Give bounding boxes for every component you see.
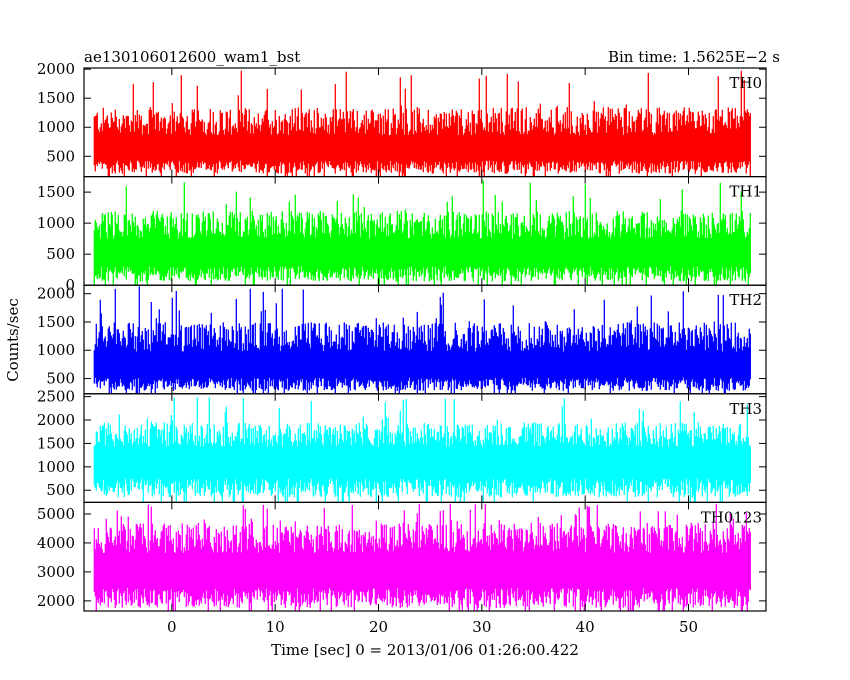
panel-th1: 0 500 1000 1500 TH1 <box>37 176 767 294</box>
panel-label-th2: TH2 <box>729 291 762 309</box>
y-tick-label: 500 <box>46 370 75 388</box>
chart-title-left: ae130106012600_wam1_bst <box>84 48 300 66</box>
panel-th3: 500 1000 1500 2000 2500 TH3 <box>37 388 767 503</box>
panel-label-th0123: TH0123 <box>701 508 762 526</box>
series-th3 <box>93 397 751 503</box>
y-tick-label: 500 <box>46 481 75 499</box>
y-tick-label: 1500 <box>37 313 75 331</box>
series-th2 <box>93 286 751 394</box>
panel-th2: 500 1000 1500 2000 TH2 <box>37 284 767 395</box>
panels-group: 500 1000 1500 2000 TH0 0 500 1000 1500 TH1 500 1000… <box>37 60 767 612</box>
x-tick-label: 40 <box>576 618 595 636</box>
x-axis: 0 10 20 30 40 50 <box>167 618 698 636</box>
panel-frame <box>83 501 767 612</box>
y-tick-label: 5000 <box>37 505 75 523</box>
y-tick-label: 1500 <box>37 183 75 201</box>
x-tick-label: 10 <box>266 618 285 636</box>
panel-label-th0: TH0 <box>729 74 762 92</box>
panel-label-th3: TH3 <box>729 400 762 418</box>
x-tick-label: 0 <box>167 618 177 636</box>
y-tick-label: 1500 <box>37 89 75 107</box>
y-tick-label: 2000 <box>37 285 75 303</box>
y-tick-label: 2500 <box>37 388 75 406</box>
y-tick-label: 2000 <box>37 411 75 429</box>
y-tick-label: 1000 <box>37 458 75 476</box>
y-tick-label: 500 <box>46 147 75 165</box>
y-tick-label: 0 <box>65 276 75 294</box>
series-th1 <box>93 180 751 286</box>
panel-label-th1: TH1 <box>729 183 762 201</box>
chart-title-right: Bin time: 1.5625E−2 s <box>608 48 780 66</box>
y-tick-label: 2000 <box>37 592 75 610</box>
panel-th0: 500 1000 1500 2000 TH0 <box>37 60 767 178</box>
series-th0123 <box>93 503 751 611</box>
y-tick-label: 2000 <box>37 60 75 78</box>
y-axis-label: Counts/sec <box>4 298 22 382</box>
y-tick-label: 500 <box>46 245 75 263</box>
y-tick-label: 1000 <box>37 341 75 359</box>
x-axis-label: Time [sec] 0 = 2013/01/06 01:26:00.422 <box>271 641 579 659</box>
y-tick-label: 1500 <box>37 434 75 452</box>
series-th0 <box>93 70 751 177</box>
y-tick-label: 3000 <box>37 563 75 581</box>
x-tick-label: 20 <box>369 618 388 636</box>
x-tick-label: 50 <box>679 618 698 636</box>
y-tick-label: 1000 <box>37 118 75 136</box>
panel-th0123: 2000 3000 4000 5000 TH0123 <box>37 501 767 612</box>
x-tick-label: 30 <box>472 618 491 636</box>
y-tick-label: 1000 <box>37 214 75 232</box>
y-tick-label: 4000 <box>37 534 75 552</box>
